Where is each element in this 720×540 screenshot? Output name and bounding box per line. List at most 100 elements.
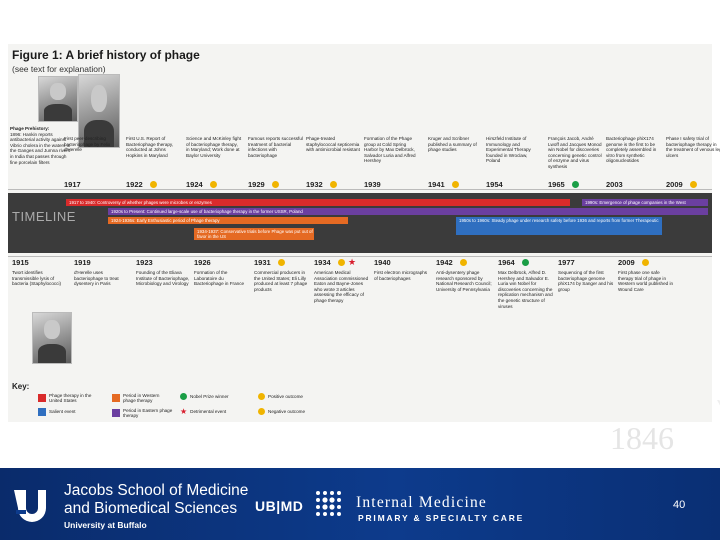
bottom-event-text: Anti-dysentery phage research sponsored … [436, 270, 492, 292]
ubmd-logo: UB|MD [255, 498, 304, 514]
star-icon: ★ [180, 407, 188, 416]
key-item-label: Salient event [49, 409, 76, 415]
department-name: Internal Medicine [356, 494, 488, 511]
bottom-event-text: American Medical Association commissione… [314, 270, 369, 303]
axis-line-top [8, 189, 712, 190]
era-bar: 1917 to 1940: Controversy of whether pha… [66, 199, 570, 206]
positive-marker-icon [642, 259, 649, 266]
bottom-event-year: 1926 [194, 258, 211, 267]
bottom-event-text: Twort identifies transmissible lysis of … [12, 270, 62, 287]
figure-subtitle: (see text for explanation) [12, 64, 106, 74]
key-item-label: Phage therapy in the United States [49, 393, 92, 404]
bottom-event-text: First electron micrographs of bacterioph… [374, 270, 428, 281]
era-bar: 1924-1936s: Early Enthusiastic period of… [108, 217, 348, 224]
swatch-icon [112, 394, 120, 403]
top-event-year: 1929 [248, 180, 265, 189]
bottom-event-text: Max Delbrück, Alfred D. Hershey and Salv… [498, 270, 553, 309]
key-item: Positive outcome [258, 393, 318, 400]
prehistory-block: Phage Prehistory: 1896: Hankin reports a… [10, 126, 72, 165]
bottom-event-year: 1964 [498, 258, 515, 267]
top-event-year: 2009 [666, 180, 683, 189]
negative-marker-icon [278, 259, 285, 266]
key-title: Key: [12, 382, 30, 391]
swatch-icon [38, 394, 46, 403]
bottom-event-text: d'Herelle uses bacteriophage to treat dy… [74, 270, 119, 287]
key-item: Period in Eastern phage therapy [112, 408, 173, 419]
top-event-text: Science and McKinley fight of bacterioph… [186, 136, 242, 158]
key-item: Negative outcome [258, 408, 318, 415]
history-figure: Figure 1: A brief history of phage (see … [8, 44, 720, 422]
top-event-text: Formation of the Phage group at Cold Spr… [364, 136, 416, 164]
bottom-event-year: 1931 [254, 258, 271, 267]
bottom-event-year: 2009 [618, 258, 635, 267]
timeline-label: TIMELINE [12, 209, 76, 224]
prehistory-text: 1896: Hankin reports antibacterial activ… [10, 131, 71, 165]
bottom-event-text: Founding of the Eliava Institute of Bact… [136, 270, 190, 287]
school-name-line1: Jacobs School of Medicine [64, 482, 249, 499]
key-item: Salient event [38, 408, 99, 416]
key-item: ★ Detrimental event [180, 408, 240, 416]
bottom-event-text: Formation of the Laboratoire du Bacterio… [194, 270, 245, 287]
positive-marker-icon [690, 181, 697, 188]
top-event-text: Bacteriophage phiX174 genome is the firs… [606, 136, 657, 164]
ub-logo-icon [10, 484, 50, 524]
bottom-event-year: 1919 [74, 258, 91, 267]
key-item-label: Period in Eastern phage therapy [123, 408, 173, 419]
dot-icon [258, 393, 265, 400]
negative-marker-icon [452, 181, 459, 188]
bottom-event-text: Sequencing of the first bacteriophage ge… [558, 270, 614, 292]
top-event-text: Phase I safety trial of bacteriophage th… [666, 136, 720, 158]
key-item: Nobel Prize winner [180, 393, 240, 400]
axis-line-bottom [8, 256, 712, 257]
dot-icon [180, 393, 187, 400]
top-event-year: 1924 [186, 180, 203, 189]
top-event-year: 2003 [606, 180, 623, 189]
positive-marker-icon [272, 181, 279, 188]
nobel-marker-icon [572, 181, 579, 188]
top-event-text: Kruger and Scribner published a summary … [428, 136, 477, 153]
negative-marker-icon [338, 259, 345, 266]
department-subtitle: PRIMARY & SPECIALTY CARE [358, 513, 525, 523]
bottom-event-year: 1942 [436, 258, 453, 267]
top-event-text: Phage-treated staphylococcal septicemia … [306, 136, 360, 153]
key-item-label: Nobel Prize winner [190, 393, 229, 399]
top-event-year: 1922 [126, 180, 143, 189]
key-item-label: Period in Western phage therapy [123, 393, 160, 404]
positive-marker-icon [330, 181, 337, 188]
page-number: 40 [673, 499, 686, 511]
top-event-year: 1932 [306, 180, 323, 189]
detrimental-star-icon: ★ [348, 257, 357, 267]
bottom-event-text: First phase one safe therapy trial of ph… [618, 270, 674, 292]
bottom-event-year: 1923 [136, 258, 153, 267]
positive-marker-icon [210, 181, 217, 188]
top-event-text: Hirszfeld Institute of Immunology and Ex… [486, 136, 531, 164]
portrait-image [38, 76, 78, 122]
swatch-icon [38, 408, 46, 416]
key-item: Period in Western phage therapy [112, 393, 173, 404]
timeline-band: TIMELINE 1917 to 1940: Controversy of wh… [8, 193, 712, 253]
portrait-image [78, 74, 120, 148]
footer-banner: Jacobs School of Medicine and Biomedical… [0, 468, 720, 540]
school-name-line2: and Biomedical Sciences [64, 500, 238, 517]
key-item-label: Detrimental event [190, 409, 227, 415]
era-bar: 1934-1937: Conservative trials before Ph… [194, 228, 314, 240]
bottom-event-year: 1915 [12, 258, 29, 267]
watermark-text: 1846 [610, 420, 674, 456]
top-event-year: 1941 [428, 180, 445, 189]
top-event-text: Famous reports successful treatment of b… [248, 136, 303, 158]
top-event-text: First U.S. Report of Bacteriophage thera… [126, 136, 174, 158]
key-item-label: Positive outcome [268, 393, 303, 399]
top-event-text: François Jacob, André Lwoff and Jacques … [548, 136, 602, 169]
key-item-label: Negative outcome [268, 408, 306, 414]
bottom-event-text: Commercial producers in the United State… [254, 270, 308, 292]
dots-logo-icon [313, 488, 347, 522]
top-event-text: First peer-describing bacteriophage by F… [64, 136, 111, 153]
top-event-year: 1965 [548, 180, 565, 189]
swatch-icon [112, 409, 120, 418]
bottom-event-year: 1940 [374, 258, 391, 267]
top-event-year: 1917 [64, 180, 81, 189]
era-bar: 1950s to 1960s: Steady phage under resea… [456, 217, 662, 235]
portrait-image [32, 312, 72, 364]
key-item: Phage therapy in the United States [38, 393, 99, 404]
